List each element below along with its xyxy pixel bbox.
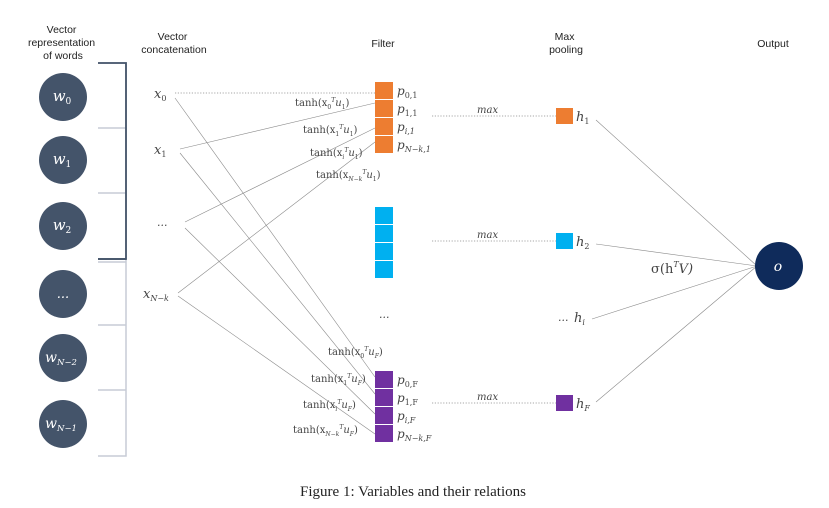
x-variables: x0 x1 ... xN−k — [143, 87, 169, 303]
tanh-label: tanh(xN−kTu1) — [316, 169, 381, 183]
header-concat-line1: Vector — [158, 31, 188, 43]
filter-cell — [375, 261, 393, 278]
header-words: Vector representation of words — [28, 24, 98, 62]
h-label: h1 — [576, 110, 589, 126]
word-node: wN−1 — [39, 400, 87, 448]
filter-purple — [375, 371, 393, 442]
p-label: p1,F — [397, 391, 418, 407]
tanh-label: tanh(xN−kTuF) — [293, 424, 358, 438]
output-node-circle — [755, 242, 803, 290]
word-node-circle — [39, 334, 87, 382]
header-concat: Vector concatenation — [141, 31, 207, 56]
header-pooling-line1: Max — [555, 31, 576, 43]
word-node: wN−2 — [39, 334, 87, 382]
filter-cell — [375, 371, 393, 388]
tanh-label: tanh(xiTu1) — [310, 147, 363, 161]
h-label: hi — [574, 311, 585, 327]
max-label: max — [477, 392, 498, 403]
h-label: hF — [576, 397, 590, 413]
filter-orange — [375, 82, 393, 153]
tanh-labels-top: tanh(x0Tu1) tanh(x1Tu1) tanh(xiTu1) tanh… — [295, 97, 381, 183]
word-node-label: wN−1 — [45, 416, 77, 434]
word-node: w1 — [39, 136, 87, 184]
filter-cell — [375, 100, 393, 117]
max-connections — [432, 115, 556, 404]
filter-cell — [375, 225, 393, 242]
word-node-label: w0 — [53, 87, 72, 107]
output-node-label: o — [774, 259, 782, 275]
h-labels: h1 h2 hi hF — [574, 110, 590, 413]
p-label: p0,1 — [397, 84, 417, 100]
header-words-line1: Vector — [47, 24, 77, 36]
p-label: pi,1 — [397, 120, 415, 136]
filter-cell — [375, 389, 393, 406]
p-label: pN−k,1 — [397, 138, 431, 154]
filter-cell — [375, 425, 393, 442]
x-variable: ... — [157, 216, 168, 229]
filter-ellipsis: ... — [379, 308, 390, 321]
header-filter: Filter — [371, 38, 395, 50]
filter-cell — [375, 136, 393, 153]
word-node-label: w1 — [53, 150, 72, 170]
word-node: w0 — [39, 73, 87, 121]
header-words-line2: representation — [28, 37, 95, 49]
filter-cell — [375, 82, 393, 99]
header-words-line3: of words — [43, 50, 83, 62]
output-node: o — [755, 242, 803, 290]
word-node-label: wN−2 — [45, 350, 77, 368]
p-labels-bottom: p0,F p1,F pi,F pN−k,F — [397, 373, 432, 443]
word-node-circle — [39, 400, 87, 448]
tanh-label: tanh(x1TuF) — [311, 373, 366, 387]
figure-caption: Figure 1: Variables and their relations — [300, 484, 526, 500]
max-label: max — [477, 230, 498, 241]
x-variable: xN−k — [143, 287, 169, 303]
pooled-node — [556, 108, 573, 124]
tanh-label: tanh(x0Tu1) — [295, 97, 350, 111]
word-nodes: w0 w1 w2 ... wN−2 wN−1 — [39, 73, 87, 448]
h-label: h2 — [576, 235, 589, 251]
x-variable: x1 — [154, 143, 166, 159]
header-pooling-line2: pooling — [549, 44, 583, 56]
p-label: p1,1 — [397, 102, 417, 118]
output-connections — [591, 119, 758, 403]
pooled-ellipsis: ... — [558, 311, 569, 324]
word-node-circle — [39, 73, 87, 121]
pooled-node — [556, 233, 573, 249]
header-pooling: Max pooling — [549, 31, 583, 56]
tanh-label: tanh(x1Tu1) — [303, 124, 358, 138]
tanh-label: tanh(xiTuF) — [303, 399, 356, 413]
word-node-circle — [39, 136, 87, 184]
pooled-node — [556, 395, 573, 411]
word-node-label: ... — [57, 287, 69, 302]
filter-cell — [375, 407, 393, 424]
x-variable: x0 — [154, 87, 166, 103]
word-node-label: w2 — [53, 216, 72, 236]
concat-connections — [174, 92, 376, 435]
header-output: Output — [757, 38, 789, 50]
p-label: p0,F — [397, 373, 418, 389]
header-concat-line2: concatenation — [141, 44, 207, 56]
p-label: pi,F — [397, 409, 416, 425]
word-node: ... — [39, 270, 87, 318]
word-node: w2 — [39, 202, 87, 250]
word-node-circle — [39, 202, 87, 250]
filter-cell — [375, 243, 393, 260]
word-node-circle — [39, 270, 87, 318]
tanh-label: tanh(x0TuF) — [328, 346, 383, 360]
filter-blue — [375, 207, 393, 278]
p-label: pN−k,F — [397, 427, 432, 443]
pooled-nodes: ... — [556, 108, 573, 411]
word-brackets — [98, 62, 127, 457]
p-labels-top: p0,1 p1,1 pi,1 pN−k,1 — [397, 84, 431, 154]
filter-cell — [375, 118, 393, 135]
tanh-labels-bottom: tanh(x0TuF) tanh(x1TuF) tanh(xiTuF) tanh… — [293, 346, 383, 438]
max-label: max — [477, 105, 498, 116]
filter-cell — [375, 207, 393, 224]
sigma-label: σ(hTV) — [651, 260, 693, 277]
